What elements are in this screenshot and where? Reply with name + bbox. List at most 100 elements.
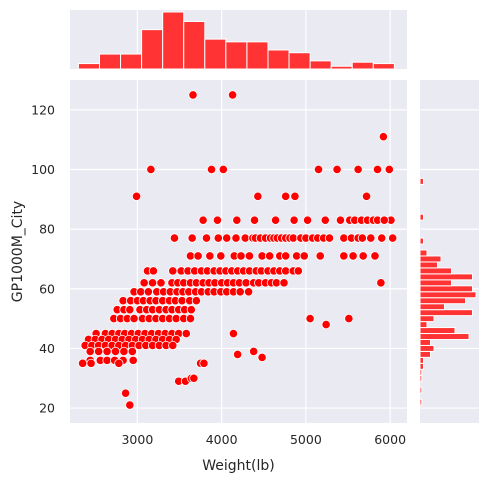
data-point [185,251,196,261]
data-point [249,346,259,357]
y-histogram-bar [419,338,431,346]
y-histogram-bar [419,303,445,311]
y-axis-label: GP1000M_City [10,201,26,302]
y-histogram-bar [419,213,424,221]
data-point [235,287,245,297]
x-histogram-bar [98,53,122,70]
data-point [376,278,386,288]
data-point [139,278,149,288]
data-point [129,314,139,324]
data-point [156,278,166,288]
y-histogram-bar [419,327,456,335]
y-tick-label: 100 [31,162,55,177]
x-histogram-bar [77,63,100,70]
y-tick-label: 60 [39,281,55,296]
data-point [281,191,291,201]
x-histogram-bar [330,65,353,70]
y-histogram-bar [419,285,473,293]
data-point [293,266,303,276]
data-point [143,287,153,297]
y-histogram-bar [419,267,452,275]
data-point [339,233,349,243]
data-point [205,251,215,261]
x-histogram-bar [351,61,374,70]
data-point [193,251,203,261]
x-histogram-bar [120,53,143,70]
y-histogram-bar [419,356,424,364]
data-point [198,215,208,225]
x-histogram-bar [267,49,290,70]
data-point [244,251,255,261]
scatter-points [78,90,398,410]
data-point [257,352,267,362]
data-point [213,233,223,243]
y-histogram-bar [419,261,438,269]
data-point [348,251,358,261]
data-point [216,251,226,261]
y-histogram-bar [419,237,424,245]
data-point [324,233,335,243]
data-point [228,90,238,100]
data-point [177,296,187,306]
data-point [102,346,112,357]
data-point [361,191,372,201]
data-point [339,251,349,261]
data-point [241,278,251,288]
data-point [279,278,289,288]
y-histogram-bar [419,350,431,358]
data-point [370,251,380,261]
data-point [378,132,389,142]
data-point [332,164,342,175]
x-tick-label: 4000 [206,432,238,447]
data-point [335,215,346,225]
y-tick-label: 120 [31,102,55,117]
x-tick-label: 5000 [290,432,322,447]
y-histogram-bar [419,297,466,305]
x-histogram-bar [309,60,332,70]
data-point [233,349,243,359]
data-point [168,266,178,276]
data-point [315,251,325,261]
data-point [271,278,282,288]
y-histogram-bar [419,291,477,299]
data-point [119,346,129,357]
data-point [290,191,300,201]
data-point [189,373,199,383]
data-point [253,191,263,201]
data-point [313,164,324,175]
data-point [102,355,112,365]
data-point [118,296,128,306]
x-marginal-histogram [77,11,395,70]
data-point [188,90,198,100]
data-point [218,164,228,175]
data-point [146,164,156,175]
x-tick-labels: 3000 4000 5000 6000 [121,432,406,447]
data-point [121,388,131,398]
data-point [288,233,298,243]
data-point [353,164,363,175]
data-point [148,266,159,276]
y-histogram-bar [419,398,423,406]
data-point [299,251,309,261]
x-histogram-bar [183,21,206,70]
data-point [257,251,267,261]
y-histogram-bar [419,279,452,287]
data-point [171,314,181,324]
x-histogram-bar [204,38,227,70]
data-point [168,340,178,351]
x-tick-label: 3000 [121,432,153,447]
data-point [232,215,242,225]
data-point [85,346,95,357]
data-point [236,251,246,261]
data-point [249,215,260,225]
right-marginal-background [420,80,479,423]
data-point [222,233,232,243]
data-point [181,328,191,339]
data-point [78,358,88,368]
x-histogram-bar [162,11,185,70]
data-point [302,215,313,225]
data-point [199,358,209,368]
y-histogram-bar [419,344,435,352]
x-axis-label: Weight(lb) [202,458,274,474]
x-histogram-bar [246,41,269,70]
